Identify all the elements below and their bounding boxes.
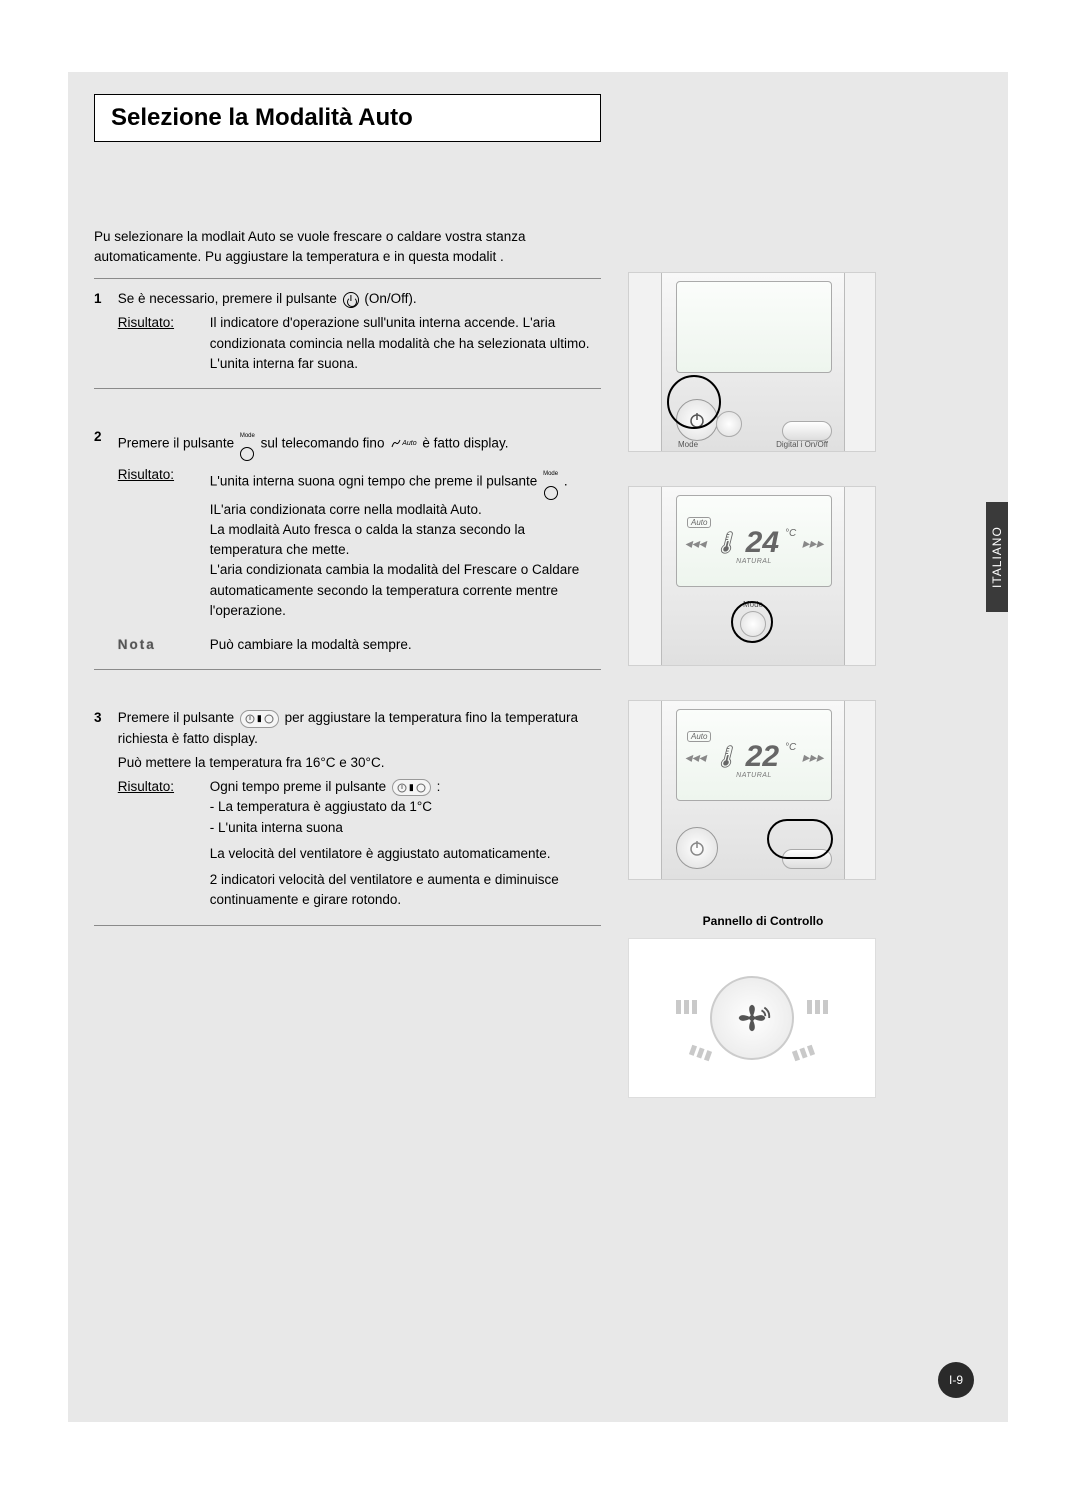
remote-figure-3: Auto ◂◂◂ 🌡 22 °C ▸▸▸ NATURAL: [628, 700, 876, 880]
result-label: Risultato:: [118, 777, 210, 911]
right-arrows-icon: ▸▸▸: [802, 749, 823, 766]
power-icon: [343, 292, 359, 308]
step2-b: sul telecomando fino: [261, 436, 385, 451]
result-label: Risultato:: [118, 313, 210, 374]
panel-label: Pannello di Controllo: [628, 914, 898, 928]
left-arrows-icon: ◂◂◂: [685, 749, 706, 766]
highlight-circle: [667, 375, 721, 429]
remote-figure-1: Mode Digital i On/Off: [628, 272, 876, 452]
step1-text-after: (On/Off).: [364, 291, 416, 306]
temp-adjust-icon: ▮: [392, 779, 431, 797]
mode-icon: Mode: [543, 465, 558, 499]
step3-a: Premere il pulsante: [118, 710, 234, 725]
temp-unit: °C: [785, 528, 796, 539]
result-text: Ogni tempo preme il pulsante ▮ : - La te…: [210, 777, 598, 911]
power-button: [676, 827, 718, 869]
result-label: Risultato:: [118, 465, 210, 621]
control-panel-figure: [628, 938, 876, 1098]
left-arrows-icon: ◂◂◂: [685, 535, 706, 552]
right-arrows-icon: ▸▸▸: [802, 535, 823, 552]
temp-range: Può mettere la temperatura fra 16°C e 30…: [118, 753, 598, 773]
nota-label: Nota: [118, 635, 210, 655]
natural-label: NATURAL: [736, 558, 772, 565]
mode-icon: Mode: [240, 427, 255, 461]
thermometer-icon: 🌡: [712, 744, 740, 770]
result-text: L'unita interna suona ogni tempo che pre…: [210, 465, 598, 621]
thermometer-icon: 🌡: [712, 530, 740, 556]
figures-column: Mode Digital i On/Off Auto ◂◂◂ 🌡 24 °C ▸…: [628, 272, 898, 1098]
page-number-badge: I-9: [938, 1362, 974, 1398]
step-1: 1 Se è necessario, premere il pulsante (…: [94, 279, 601, 389]
step-body: Premere il pulsante ▮ per aggiustare la …: [118, 708, 598, 910]
remote-figure-2: Auto ◂◂◂ 🌡 24 °C ▸▸▸ NATURAL Mode: [628, 486, 876, 666]
step-body: Se è necessario, premere il pulsante (On…: [118, 289, 598, 374]
step2-c: è fatto display.: [422, 436, 508, 451]
step1-text-before: Se è necessario, premere il pulsante: [118, 291, 337, 306]
highlight-circle: [731, 601, 773, 643]
main-column: Pu selezionare la modlait Auto se vuole …: [94, 227, 601, 926]
step-2: 2 Premere il pulsante Mode sul telecoman…: [94, 417, 601, 670]
nota-text: Può cambiare la modaltà sempre.: [210, 635, 598, 655]
temp-display: 22: [746, 742, 779, 772]
onoff-label: Digital i On/Off: [776, 440, 828, 449]
intro-text: Pu selezionare la modlait Auto se vuole …: [94, 227, 601, 279]
mode-button: [716, 411, 742, 437]
temp-adjust-icon: ▮: [240, 710, 279, 728]
result-text: Il indicatore d'operazione sull'unita in…: [210, 313, 598, 374]
step-3: 3 Premere il pulsante ▮ per aggiustare l…: [94, 698, 601, 925]
natural-label: NATURAL: [736, 772, 772, 779]
language-tab: ITALIANO: [986, 502, 1008, 612]
fan-dial-icon: [710, 976, 794, 1060]
temp-unit: °C: [785, 742, 796, 753]
title-box: Selezione la Modalità Auto: [94, 94, 601, 142]
page-background: Selezione la Modalità Auto Pu selezionar…: [68, 72, 1008, 1422]
step2-a: Premere il pulsante: [118, 436, 234, 451]
page-title: Selezione la Modalità Auto: [111, 104, 413, 132]
temp-pill-button: [782, 421, 832, 441]
auto-icon: Auto: [390, 438, 416, 450]
step-number: 3: [94, 708, 114, 728]
step-number: 2: [94, 427, 114, 447]
temp-display: 24: [746, 528, 779, 558]
auto-indicator: Auto: [687, 731, 711, 742]
step-body: Premere il pulsante Mode sul telecomando…: [118, 427, 598, 655]
step-number: 1: [94, 289, 114, 309]
highlight-circle: [767, 819, 833, 859]
mode-label: Mode: [678, 440, 698, 449]
auto-indicator: Auto: [687, 517, 711, 528]
